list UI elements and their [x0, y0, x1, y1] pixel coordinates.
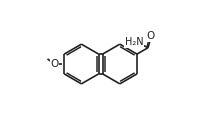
Text: H₂N: H₂N: [125, 38, 144, 47]
Text: O: O: [147, 31, 155, 41]
Text: O: O: [50, 59, 59, 69]
